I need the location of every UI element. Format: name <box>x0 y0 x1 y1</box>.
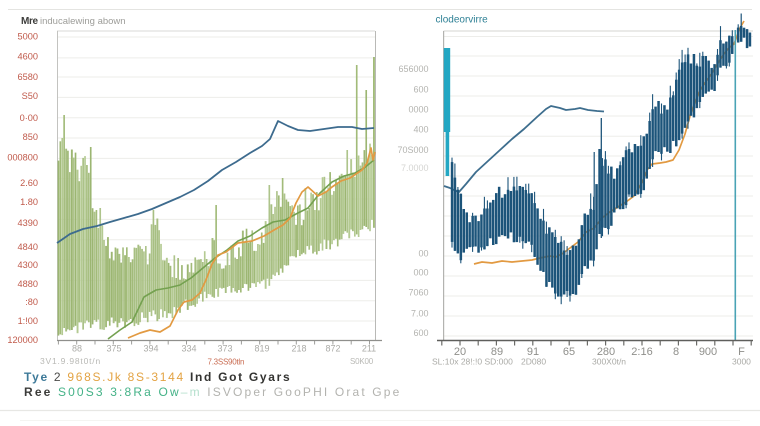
svg-text:Mre: Mre <box>21 16 39 27</box>
svg-text:394: 394 <box>143 344 158 354</box>
svg-text:1:!00: 1:!00 <box>18 316 38 326</box>
svg-text:clodeorvirre: clodeorvirre <box>436 15 489 26</box>
svg-text:S0K00: S0K00 <box>350 357 374 366</box>
svg-text:375: 375 <box>106 344 121 354</box>
svg-text:7.00: 7.00 <box>411 308 429 318</box>
svg-text:3V1.9.98t0t/n: 3V1.9.98t0t/n <box>40 356 101 366</box>
svg-text::80: :80 <box>25 297 38 307</box>
svg-text:91: 91 <box>527 346 539 358</box>
svg-text:211: 211 <box>362 344 376 354</box>
svg-text:0·00: 0·00 <box>20 113 38 123</box>
svg-text:5000: 5000 <box>18 32 38 42</box>
svg-text:inducalewing abown: inducalewing abown <box>40 16 126 27</box>
svg-text:373: 373 <box>217 344 232 354</box>
svg-text:4840: 4840 <box>18 242 38 252</box>
svg-text:850: 850 <box>23 132 38 142</box>
svg-text:3000: 3000 <box>732 357 751 367</box>
svg-text:8: 8 <box>673 346 679 358</box>
svg-text:400: 400 <box>413 125 428 135</box>
svg-text:7.0000: 7.0000 <box>401 163 429 173</box>
svg-text:000800: 000800 <box>7 153 38 163</box>
svg-text:65: 65 <box>563 346 575 358</box>
svg-text:600: 600 <box>413 328 428 338</box>
svg-text:300X0t/n: 300X0t/n <box>592 357 626 367</box>
svg-text:4880: 4880 <box>18 279 38 289</box>
svg-text:70S000: 70S000 <box>397 145 428 155</box>
svg-text:120000: 120000 <box>7 335 38 345</box>
svg-text:89: 89 <box>491 346 503 358</box>
svg-text:280: 280 <box>597 346 615 358</box>
svg-text:600: 600 <box>413 85 428 95</box>
svg-text:20: 20 <box>454 346 466 358</box>
svg-text:2:16: 2:16 <box>631 346 652 358</box>
svg-text:000: 000 <box>413 268 428 278</box>
svg-text:900: 900 <box>699 346 717 358</box>
svg-text:0000: 0000 <box>408 105 428 115</box>
svg-text:819: 819 <box>254 344 269 354</box>
svg-text:2.60: 2.60 <box>20 178 38 188</box>
svg-text:7060: 7060 <box>408 287 428 297</box>
svg-text:00: 00 <box>418 249 428 259</box>
svg-text:F: F <box>738 346 745 358</box>
svg-text:7.3SS90tln: 7.3SS90tln <box>208 358 245 367</box>
svg-text:Tye 2 968S.Jk 8S-3144 Ind Got: Tye 2 968S.Jk 8S-3144 Ind Got Gyars <box>24 370 291 384</box>
svg-text:656000: 656000 <box>398 64 428 74</box>
svg-text:4390: 4390 <box>18 218 38 228</box>
svg-text:SL:10x 28!:!0 SD:000: SL:10x 28!:!0 SD:000 <box>432 357 513 367</box>
svg-text:6580: 6580 <box>18 72 38 82</box>
svg-text:2D080: 2D080 <box>521 357 546 367</box>
svg-text:334: 334 <box>181 344 196 354</box>
svg-text:1.80: 1.80 <box>20 197 38 207</box>
svg-text:218: 218 <box>291 344 306 354</box>
svg-text:S50: S50 <box>22 91 38 101</box>
svg-text:4600: 4600 <box>18 52 38 62</box>
svg-text:88: 88 <box>72 344 82 354</box>
svg-text:4300: 4300 <box>18 260 38 270</box>
svg-text:872: 872 <box>325 344 340 354</box>
svg-text:Ree S00S3 3:8Ra Ow–m ISVOper G: Ree S00S3 3:8Ra Ow–m ISVOper GooPHI Orat… <box>24 385 401 399</box>
